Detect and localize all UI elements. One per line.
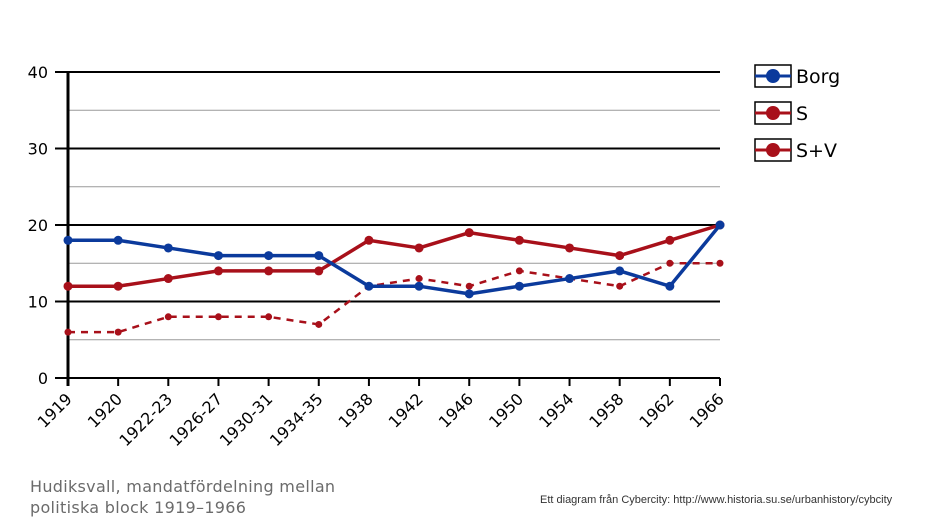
series-s-point [415, 275, 423, 283]
legend-borg-marker [766, 69, 780, 83]
series-s-point [716, 259, 724, 267]
series-borg-point [464, 289, 474, 299]
series-s-v-point [464, 228, 474, 238]
y-tick-label: 40 [28, 63, 48, 82]
x-tick-label: 1926-27 [166, 389, 227, 450]
legend-s-v-marker [766, 143, 780, 157]
y-tick-label: 20 [28, 216, 48, 235]
series-s-v-point [364, 235, 374, 245]
legend-s-marker [766, 106, 780, 120]
chart-caption: Hudiksvall, mandatfördelning mellan poli… [30, 476, 410, 518]
legend-borg-label: Borg [796, 66, 840, 88]
x-tick-label: 1950 [485, 389, 527, 431]
series-s-v-point [615, 251, 625, 261]
series-s-point [164, 313, 172, 321]
x-tick-label: 1954 [535, 389, 577, 431]
series-borg-point [63, 235, 73, 245]
x-tick-label: 1942 [385, 389, 427, 431]
x-tick-label: 1958 [585, 389, 627, 431]
x-tick-label: 1946 [435, 389, 477, 431]
series-s-v-point [665, 235, 675, 245]
grid-lines [55, 71, 720, 341]
legend: Borg S S+V [754, 64, 840, 162]
series-s-v-point [414, 243, 424, 253]
series-s-point [265, 313, 273, 321]
series-s-v-point [213, 266, 223, 276]
source-credit: Ett diagram från Cybercity: http://www.h… [540, 494, 893, 506]
x-tick-label: 1920 [84, 389, 126, 431]
series-s-v-line [68, 223, 721, 288]
series-borg-point [414, 281, 424, 291]
x-tick-label: 1938 [335, 389, 377, 431]
series-s-point [315, 320, 323, 328]
caption-line-2: politiska block 1919–1966 [30, 498, 247, 517]
series-borg-point [565, 274, 575, 284]
x-tick-label: 1919 [34, 389, 76, 431]
series-borg-point [615, 266, 625, 276]
x-tick-label: 1922-23 [115, 389, 176, 450]
legend-s-label: S [796, 103, 808, 125]
caption-line-1: Hudiksvall, mandatfördelning mellan [30, 477, 336, 496]
axes [55, 72, 720, 386]
series-borg-point [665, 281, 675, 291]
series-s-line [68, 262, 720, 334]
series-group [63, 220, 725, 336]
x-tick-label: 1962 [635, 389, 677, 431]
series-borg-point [514, 281, 524, 291]
series-borg-point [213, 251, 223, 261]
y-axis-ticks: 0 10 20 30 40 [28, 63, 48, 388]
series-s-point [64, 328, 72, 336]
y-tick-label: 30 [28, 140, 48, 159]
series-s-v-point [113, 281, 123, 291]
series-s-v-point [163, 274, 173, 284]
series-borg-point [715, 220, 725, 230]
series-borg-point [364, 281, 374, 291]
series-borg-point [113, 235, 123, 245]
x-tick-label: 1930-31 [216, 389, 277, 450]
series-s-point [465, 282, 473, 290]
x-tick-label: 1966 [686, 389, 728, 431]
series-borg-point [264, 251, 274, 261]
series-s-v-point [63, 281, 73, 291]
series-borg-point [314, 251, 324, 261]
series-s-v-point [514, 235, 524, 245]
series-borg-line [68, 223, 722, 296]
series-s-point [214, 313, 222, 321]
series-s-point [515, 267, 523, 275]
y-tick-label: 10 [28, 293, 48, 312]
series-s-v-point [264, 266, 274, 276]
x-tick-label: 1934-35 [266, 389, 327, 450]
series-s-v-point [565, 243, 575, 253]
series-s-point [616, 282, 624, 290]
y-tick-label: 0 [38, 369, 48, 388]
series-s-point [666, 259, 674, 267]
legend-s-v-label: S+V [796, 140, 837, 162]
series-borg-point [163, 243, 173, 253]
series-s-v-point [314, 266, 324, 276]
series-s-point [114, 328, 122, 336]
